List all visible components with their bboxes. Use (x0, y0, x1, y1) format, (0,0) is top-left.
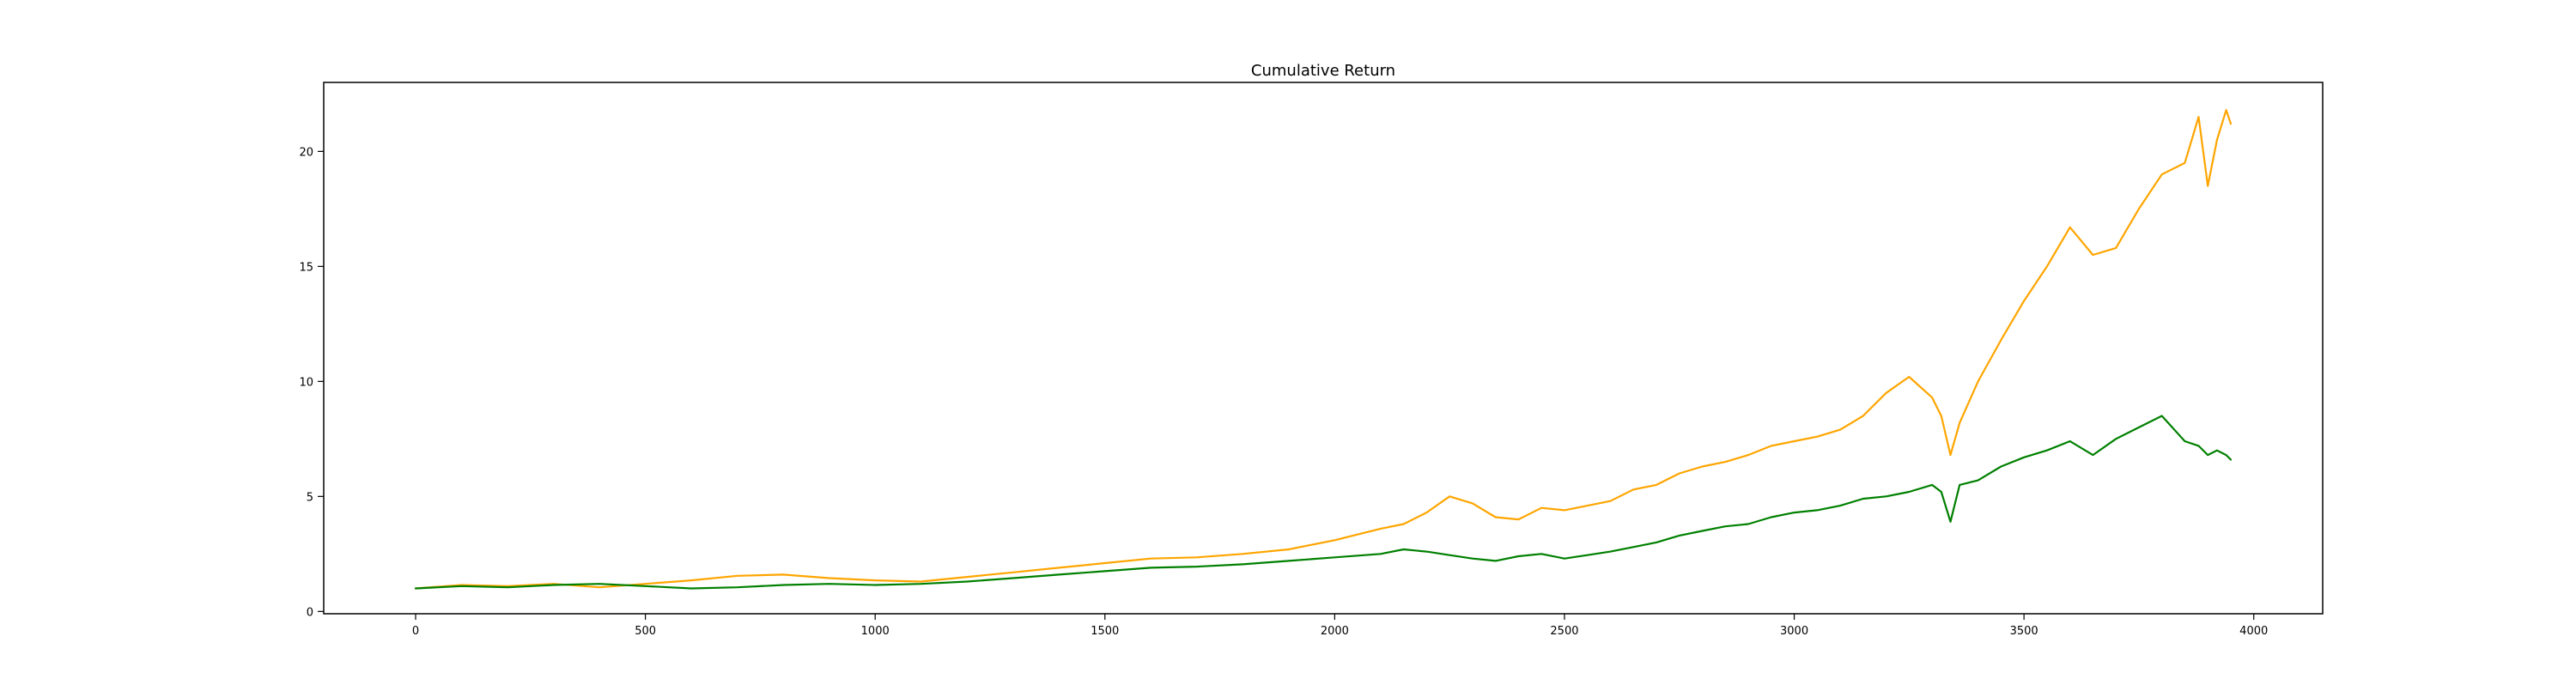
series-line-0 (414, 109, 2233, 590)
y-tick-label: 10 (299, 376, 313, 389)
x-tick-label: 1500 (1091, 625, 1119, 638)
x-tick-label: 3000 (1780, 625, 1808, 638)
axes-frame (323, 82, 2324, 615)
plot-area (414, 109, 2233, 590)
y-tick-label: 0 (307, 606, 313, 619)
y-tick-label: 20 (299, 146, 313, 159)
y-tick-label: 15 (299, 261, 313, 274)
series-line-1 (414, 415, 2233, 590)
x-tick-label: 4000 (2239, 625, 2268, 638)
x-tick-label: 3500 (2010, 625, 2038, 638)
chart-title: Cumulative Return (1251, 62, 1395, 80)
x-tick-label: 2000 (1321, 625, 1349, 638)
y-tick-label: 5 (307, 491, 313, 504)
x-tick-label: 1000 (861, 625, 890, 638)
x-tick-label: 500 (635, 625, 656, 638)
x-tick-label: 0 (412, 625, 419, 638)
x-tick-label: 2500 (1550, 625, 1578, 638)
